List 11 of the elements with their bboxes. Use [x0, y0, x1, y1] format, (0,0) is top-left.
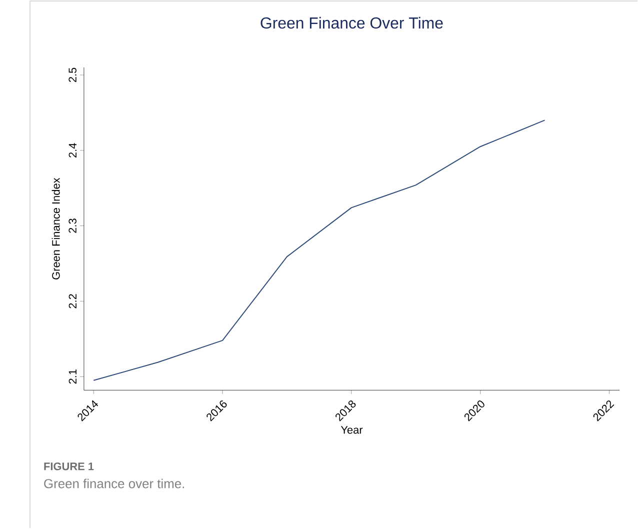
y-tick-label: 2.4 [68, 143, 76, 158]
y-tick-label: 2.5 [68, 68, 76, 82]
chart-title: Green Finance Over Time [260, 17, 443, 29]
caption: FIGURE 1 [44, 462, 94, 470]
y-axis-title: Green Finance Index [52, 178, 60, 280]
y-tick-label: 2.2 [68, 294, 76, 308]
text: Green finance over time. [44, 478, 184, 488]
y-tick-label: 2.3 [68, 218, 76, 234]
x-axis-title: Year [340, 426, 363, 434]
line-series [93, 120, 546, 382]
y-tick-label: 2.1 [68, 370, 76, 384]
